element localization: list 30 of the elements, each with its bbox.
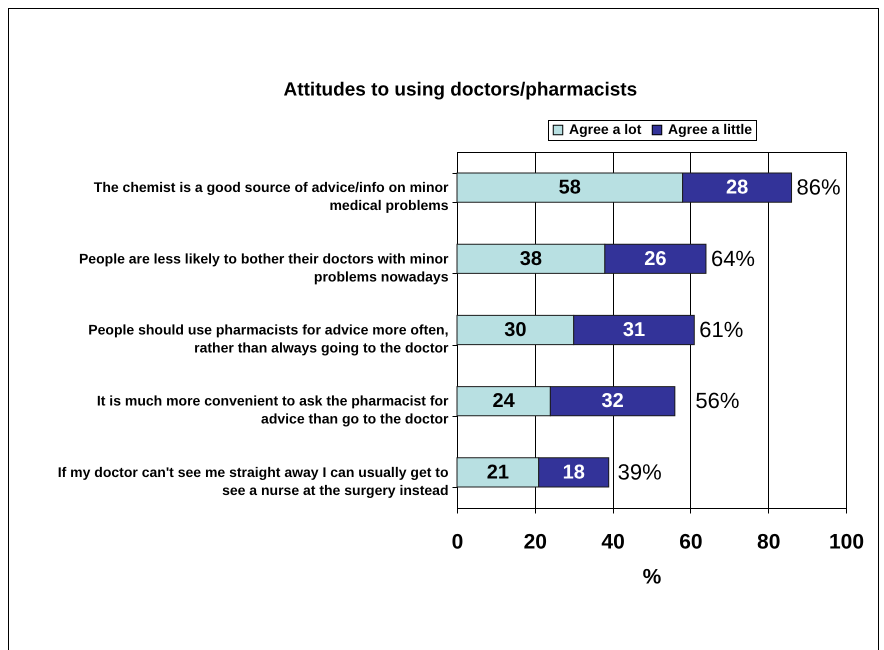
data-label: 38 bbox=[520, 248, 542, 270]
y-tick-label: People should use pharmacists for advice more often, rather than always going to the doctor bbox=[88, 322, 450, 356]
legend-label: Agree a little bbox=[668, 121, 752, 137]
x-tick-label: 60 bbox=[679, 530, 703, 554]
total-label: 39% bbox=[618, 459, 662, 484]
data-label: 24 bbox=[492, 390, 516, 412]
data-label: 58 bbox=[558, 176, 581, 199]
total-label: 56% bbox=[695, 388, 740, 414]
data-label: 26 bbox=[644, 248, 667, 270]
x-axis-title: % bbox=[642, 566, 662, 588]
x-tick-label: 0 bbox=[452, 530, 464, 554]
data-label: 21 bbox=[486, 461, 509, 484]
data-label: 32 bbox=[601, 390, 624, 412]
y-tick-label: People are less likely to bother their doctors with minor problems nowadays bbox=[78, 250, 450, 284]
y-tick-label: If my doctor can't see me straight away I can usually get to see a nurse at the surgery instead bbox=[58, 464, 448, 498]
legend-label: Agree a lot bbox=[569, 121, 642, 137]
x-tick-label: 40 bbox=[601, 530, 625, 554]
x-tick-label: 100 bbox=[828, 530, 864, 554]
data-label: 18 bbox=[562, 461, 585, 484]
data-label: 30 bbox=[504, 319, 526, 341]
total-label: 61% bbox=[699, 317, 744, 342]
total-label: 86% bbox=[796, 174, 841, 200]
y-tick-label: The chemist is a good source of advice/info on minor medical problems bbox=[94, 179, 450, 214]
x-tick-label: 80 bbox=[757, 530, 780, 554]
data-label: 31 bbox=[622, 319, 646, 341]
y-tick-label: It is much more convenient to ask the pharmacist for advice than go to the doctor bbox=[96, 392, 450, 427]
data-label: 28 bbox=[726, 176, 748, 199]
total-label: 64% bbox=[710, 246, 756, 271]
chart-title: Attitudes to using doctors/pharmacists bbox=[284, 80, 638, 100]
x-tick-label: 20 bbox=[524, 530, 547, 554]
